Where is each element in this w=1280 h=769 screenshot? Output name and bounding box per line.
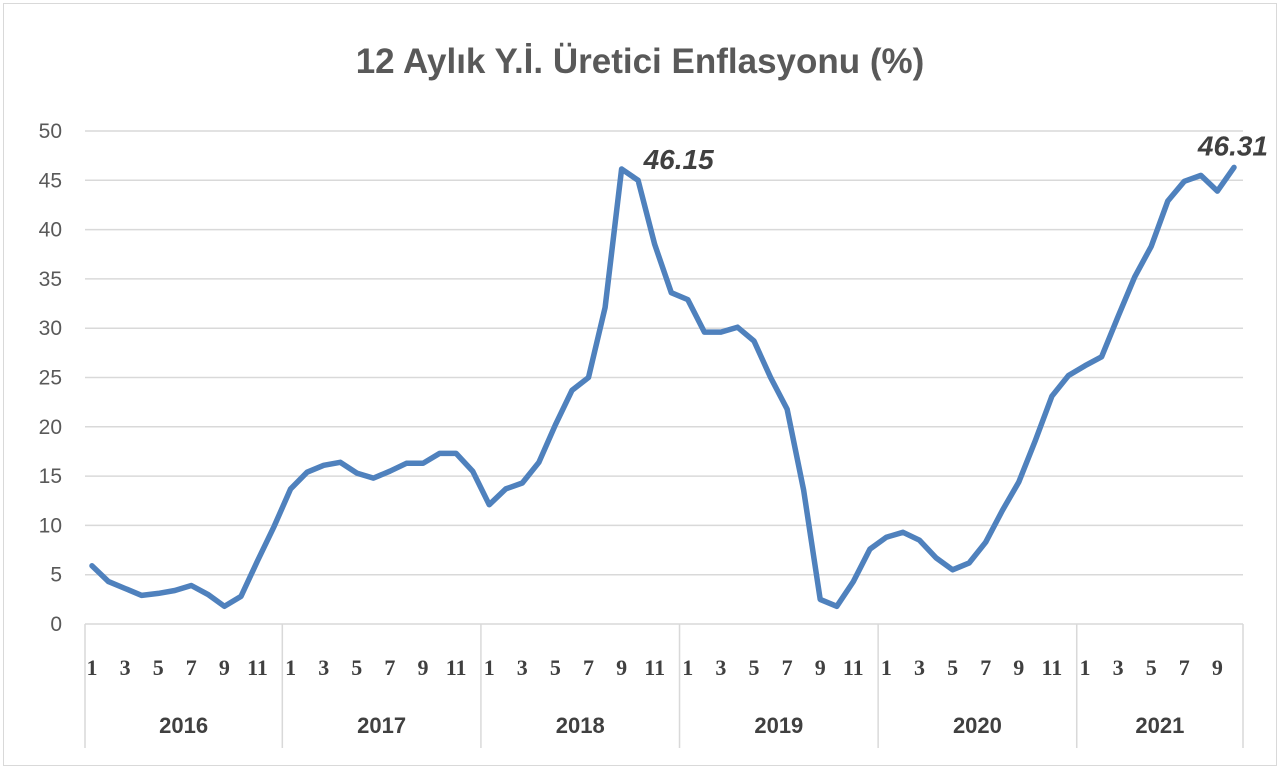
- x-tick-label: 9: [815, 655, 826, 680]
- year-label: 2019: [754, 713, 803, 738]
- y-tick-label: 30: [39, 317, 62, 340]
- x-axis: 1 3 5 7 9 11 1 3 5 7 9 11 1 3 5 7 9 11 1 3 5 7 9 11 1 3 5 7 9 11 1 3 5 7 9…: [84, 624, 1244, 748]
- x-tick-label: 5: [550, 655, 561, 680]
- x-tick-label: 7: [583, 655, 594, 680]
- x-tick-label: 1: [881, 655, 892, 680]
- series-line: [89, 164, 1237, 610]
- y-tick-label: 25: [39, 367, 62, 390]
- x-tick-label: 9: [418, 655, 429, 680]
- x-tick-label: 11: [1042, 655, 1063, 680]
- y-tick-label: 45: [39, 169, 62, 192]
- x-tick-label: 3: [715, 655, 726, 680]
- x-tick-label: 5: [153, 655, 164, 680]
- x-tick-label: 7: [384, 655, 395, 680]
- gridlines: [85, 130, 1243, 625]
- chart-title: 12 Aylık Y.İ. Üretici Enflasyonu (%): [356, 42, 925, 81]
- x-tick-label: 5: [947, 655, 958, 680]
- x-tick-label: 1: [1080, 655, 1091, 680]
- x-tick-label: 1: [484, 655, 495, 680]
- x-tick-label: 7: [980, 655, 991, 680]
- x-tick-label: 7: [1179, 655, 1190, 680]
- x-tick-label: 11: [247, 655, 268, 680]
- year-label: 2017: [357, 713, 406, 738]
- x-tick-label: 11: [843, 655, 864, 680]
- x-tick-label: 5: [749, 655, 760, 680]
- x-tick-label: 3: [120, 655, 131, 680]
- x-tick-label: 9: [1212, 655, 1223, 680]
- y-tick-label: 40: [39, 219, 62, 242]
- x-tick-label: 9: [616, 655, 627, 680]
- x-tick-label: 3: [914, 655, 925, 680]
- data-label: 46.15: [643, 144, 714, 175]
- x-tick-label: 9: [219, 655, 230, 680]
- x-tick-label: 1: [682, 655, 693, 680]
- x-tick-label: 9: [1013, 655, 1024, 680]
- y-tick-label: 20: [39, 416, 62, 439]
- y-tick-label: 10: [39, 514, 62, 537]
- year-label: 2021: [1135, 713, 1184, 738]
- x-tick-label: 1: [285, 655, 296, 680]
- x-tick-label: 11: [446, 655, 467, 680]
- x-tick-label: 7: [186, 655, 197, 680]
- year-label: 2016: [159, 713, 208, 738]
- x-tick-label: 3: [318, 655, 329, 680]
- x-tick-label: 3: [517, 655, 528, 680]
- data-label: 46.31: [1197, 130, 1268, 161]
- y-tick-label: 0: [50, 613, 62, 636]
- y-tick-label: 50: [39, 120, 62, 143]
- y-tick-label: 15: [39, 465, 62, 488]
- x-tick-label: 1: [87, 655, 98, 680]
- plot-area: 46.15 46.31: [89, 130, 1268, 610]
- y-axis: 0 5 10 15 20 25 30 35 40 45 50: [39, 120, 62, 636]
- x-tick-label: 5: [351, 655, 362, 680]
- y-tick-label: 5: [50, 564, 62, 587]
- x-tick-label: 7: [782, 655, 793, 680]
- y-tick-label: 35: [39, 268, 62, 291]
- x-tick-label: 3: [1113, 655, 1124, 680]
- year-label: 2020: [953, 713, 1002, 738]
- year-label: 2018: [556, 713, 605, 738]
- x-tick-label: 11: [644, 655, 665, 680]
- x-tick-label: 5: [1146, 655, 1157, 680]
